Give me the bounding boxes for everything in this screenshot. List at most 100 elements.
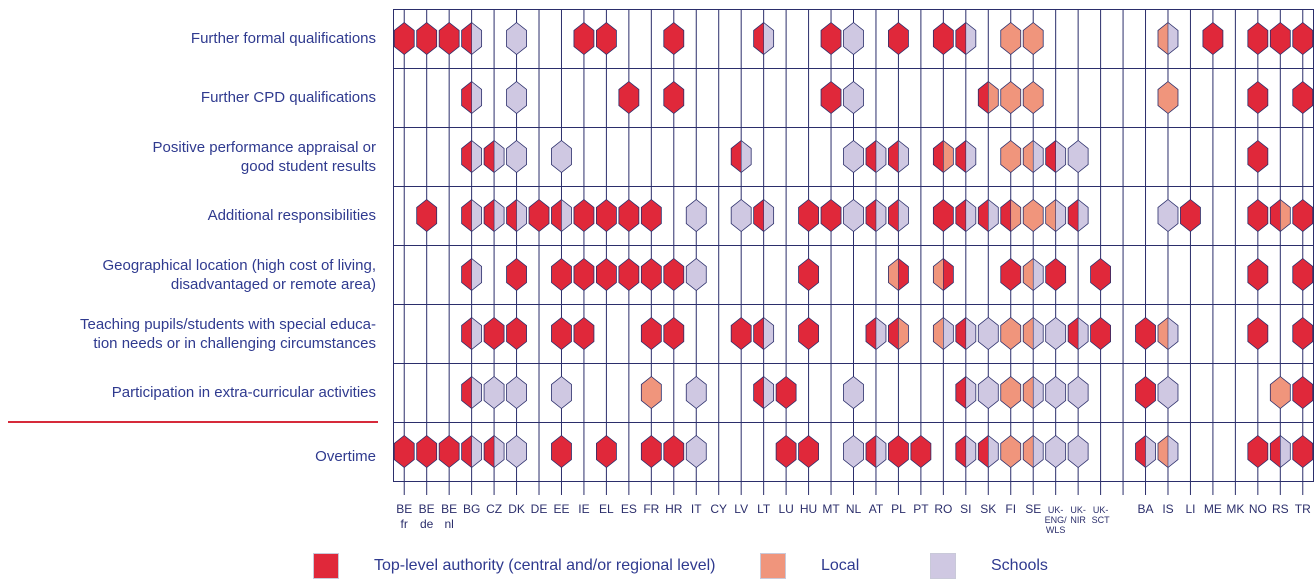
hexagon-marker bbox=[416, 21, 438, 56]
hexagon-right-half bbox=[1078, 317, 1089, 350]
column-label-line: BE bbox=[396, 502, 412, 516]
column-label: TR bbox=[1295, 502, 1311, 516]
hexagon-right-half bbox=[516, 199, 527, 232]
column-label-line: EL bbox=[599, 502, 614, 516]
hexagon-right-half bbox=[471, 258, 482, 291]
column-label-line: NIR bbox=[1070, 515, 1086, 525]
hexagon-left-half bbox=[753, 317, 764, 350]
hexagon-marker bbox=[820, 21, 842, 56]
column-label: RO bbox=[934, 502, 952, 516]
column-label: SK bbox=[980, 502, 996, 516]
hexagon-left-half bbox=[461, 376, 472, 409]
hexagon-right-half bbox=[965, 317, 976, 350]
hexagon-left-half bbox=[955, 376, 966, 409]
row-label: Positive performance appraisal or good s… bbox=[152, 138, 376, 175]
legend-swatch-schools bbox=[930, 553, 956, 579]
hexagon-left-half bbox=[933, 258, 944, 291]
hexagon-marker bbox=[1000, 21, 1022, 56]
hexagon-marker bbox=[1045, 257, 1067, 292]
column-label: BA bbox=[1138, 502, 1154, 516]
hexagon-right-half bbox=[494, 435, 505, 468]
hexagon-marker bbox=[1022, 80, 1044, 115]
hexagon-left-half bbox=[955, 22, 966, 55]
column-label-line: BA bbox=[1138, 502, 1154, 516]
column-label: BE nl bbox=[441, 502, 457, 531]
hexagon-left-half bbox=[865, 317, 876, 350]
hexagon-marker bbox=[1090, 257, 1111, 292]
hexagon-right-half bbox=[875, 317, 886, 350]
hexagon-left-half bbox=[461, 81, 472, 114]
hexagon-marker bbox=[932, 21, 954, 56]
column-label-line: NL bbox=[846, 502, 862, 516]
hexagon-marker bbox=[596, 21, 617, 56]
hexagon-marker bbox=[843, 198, 864, 233]
column-label: IS bbox=[1162, 502, 1173, 516]
column-label-line: PL bbox=[891, 502, 906, 516]
hexagon-right-half bbox=[471, 376, 482, 409]
hexagon-marker bbox=[506, 316, 527, 351]
hexagon-left-half bbox=[731, 140, 742, 173]
hexagon-left-half bbox=[933, 140, 944, 173]
hexagon-left-half bbox=[888, 258, 899, 291]
column-label-line: LT bbox=[757, 502, 771, 516]
hexagon-marker bbox=[596, 257, 617, 292]
hexagon-right-half bbox=[561, 199, 572, 232]
hexagon-left-half bbox=[933, 317, 944, 350]
hexagon-marker bbox=[1269, 21, 1291, 56]
column-label-line: TR bbox=[1295, 502, 1311, 516]
column-label-line: HU bbox=[800, 502, 817, 516]
hexagon-right-half bbox=[875, 140, 886, 173]
hexagon-marker bbox=[640, 375, 662, 410]
hexagon-left-half bbox=[753, 22, 764, 55]
hexagon-left-half bbox=[1045, 140, 1056, 173]
column-label-line: SE bbox=[1025, 502, 1041, 516]
legend-item-top-level: Top-level authority (central and/or regi… bbox=[313, 553, 716, 579]
hexagon-marker bbox=[1157, 198, 1179, 233]
hexagon-marker bbox=[1067, 375, 1089, 410]
row-label: Overtime bbox=[315, 448, 376, 465]
column-label-line: IS bbox=[1162, 502, 1173, 516]
hexagon-marker bbox=[1247, 80, 1269, 115]
column-label-line: MT bbox=[822, 502, 840, 516]
hexagon-marker bbox=[1000, 316, 1022, 351]
hexagon-marker bbox=[506, 375, 527, 410]
hexagon-marker bbox=[1292, 80, 1314, 115]
column-label-line: MK bbox=[1226, 502, 1244, 516]
hexagon-left-half bbox=[1157, 22, 1168, 55]
column-label-line: UK- bbox=[1093, 505, 1109, 515]
hexagon-marker bbox=[640, 434, 662, 469]
hexagon-right-half bbox=[494, 199, 505, 232]
hexagon-right-half bbox=[471, 140, 482, 173]
hexagon-right-half bbox=[943, 258, 954, 291]
column-label: NL bbox=[846, 502, 862, 516]
hexagon-left-half bbox=[1068, 317, 1079, 350]
column-label: LT bbox=[757, 502, 771, 516]
legend-swatch-top-level bbox=[313, 553, 339, 579]
hexagon-marker bbox=[843, 375, 864, 410]
hexagon-marker bbox=[775, 434, 797, 469]
hexagon-right-half bbox=[898, 258, 909, 291]
column-label: PL bbox=[891, 502, 906, 516]
hexagon-right-half bbox=[875, 435, 886, 468]
hexagon-left-half bbox=[1157, 317, 1168, 350]
hexagon-left-half bbox=[978, 199, 989, 232]
hexagon-marker bbox=[1000, 257, 1022, 292]
hexagon-marker bbox=[843, 21, 864, 56]
hexagon-marker bbox=[573, 198, 595, 233]
hexagon-marker bbox=[1247, 198, 1269, 233]
hexagon-marker bbox=[932, 198, 954, 233]
hexagon-left-half bbox=[753, 199, 764, 232]
hexagon-right-half bbox=[1078, 199, 1089, 232]
hexagon-marker bbox=[438, 21, 460, 56]
legend-label-top-level: Top-level authority (central and/or regi… bbox=[374, 557, 716, 574]
hexagon-right-half bbox=[943, 317, 954, 350]
hexagon-marker bbox=[663, 434, 685, 469]
column-label: UK-ENG/WLS bbox=[1045, 505, 1068, 535]
row-label: Further formal qualifications bbox=[190, 30, 376, 47]
hexagon-right-half bbox=[943, 140, 954, 173]
hexagon-right-half bbox=[763, 317, 774, 350]
hexagon-marker bbox=[1135, 316, 1156, 351]
legend-label-local: Local bbox=[821, 557, 860, 574]
column-label-line: UK- bbox=[1048, 505, 1064, 515]
hexagon-left-half bbox=[484, 435, 495, 468]
